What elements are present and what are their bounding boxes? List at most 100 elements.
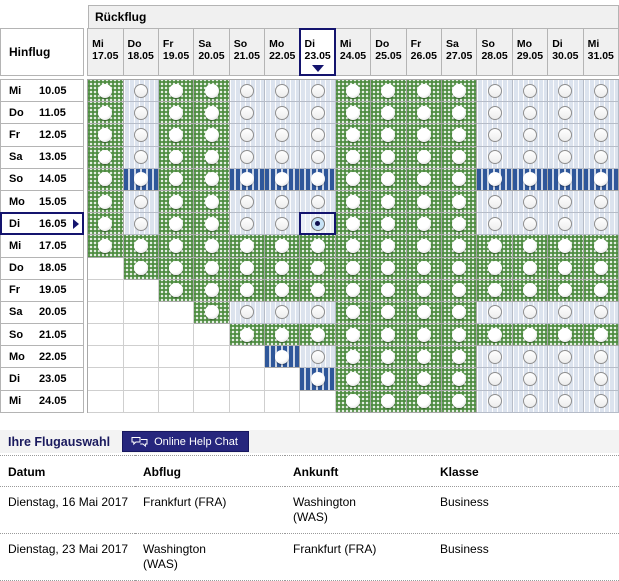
row-header-16.05[interactable]: Di 16.05 [0,212,85,236]
radio-14.05-27.05[interactable] [452,172,467,187]
fare-cell-23.05-28.05[interactable] [477,368,513,391]
radio-23.05-24.05[interactable] [346,372,361,387]
column-header-20.05[interactable]: Sa 20.05 [194,29,230,75]
radio-11.05-31.05[interactable] [593,105,608,120]
radio-19.05-29.05[interactable] [523,283,538,298]
fare-cell-12.05-23.05[interactable] [300,124,336,147]
fare-cell-21.05-27.05[interactable] [442,324,478,347]
radio-18.05-31.05[interactable] [593,261,608,276]
fare-cell-12.05-17.05[interactable] [88,124,124,147]
fare-cell-10.05-19.05[interactable] [158,80,195,103]
fare-cell-16.05-30.05[interactable] [548,213,584,236]
column-header-30.05[interactable]: Di 30.05 [548,29,584,75]
fare-cell-13.05-23.05[interactable] [300,146,336,169]
fare-cell-17.05-29.05[interactable] [512,235,549,258]
fare-cell-23.05-29.05[interactable] [512,368,549,391]
radio-11.05-19.05[interactable] [169,105,184,120]
fare-cell-10.05-24.05[interactable] [335,80,372,103]
radio-15.05-17.05[interactable] [98,194,113,209]
radio-16.05-25.05[interactable] [381,216,396,231]
fare-cell-22.05-30.05[interactable] [548,346,584,369]
fare-cell-22.05-28.05[interactable] [477,346,513,369]
radio-21.05-26.05[interactable] [416,327,431,342]
fare-cell-17.05-18.05[interactable] [123,235,159,258]
fare-cell-24.05-26.05[interactable] [406,390,443,413]
fare-cell-15.05-19.05[interactable] [158,190,195,214]
radio-21.05-29.05[interactable] [523,327,538,342]
fare-cell-18.05-20.05[interactable] [194,257,230,280]
fare-cell-16.05-27.05[interactable] [442,213,478,236]
radio-13.05-24.05[interactable] [346,150,361,165]
radio-11.05-29.05[interactable] [523,105,538,120]
radio-11.05-25.05[interactable] [381,105,396,120]
radio-15.05-29.05[interactable] [523,194,538,209]
radio-20.05-24.05[interactable] [346,305,361,320]
radio-16.05-17.05[interactable] [98,216,113,231]
radio-22.05-23.05[interactable] [310,349,325,364]
radio-14.05-22.05[interactable] [275,172,290,187]
radio-21.05-21.05[interactable] [239,327,254,342]
radio-15.05-24.05[interactable] [346,194,361,209]
fare-cell-16.05-24.05[interactable] [335,213,372,236]
fare-cell-10.05-27.05[interactable] [442,80,478,103]
radio-18.05-24.05[interactable] [346,261,361,276]
column-header-19.05[interactable]: Fr 19.05 [158,29,195,75]
radio-13.05-19.05[interactable] [169,150,184,165]
radio-selected-16.05-23.05[interactable] [310,216,325,231]
column-header-31.05[interactable]: Mi 31.05 [583,29,619,75]
fare-cell-14.05-17.05[interactable] [88,168,124,191]
radio-21.05-22.05[interactable] [275,327,290,342]
radio-19.05-21.05[interactable] [239,283,254,298]
fare-cell-18.05-21.05[interactable] [229,257,266,280]
radio-17.05-25.05[interactable] [381,238,396,253]
radio-10.05-29.05[interactable] [523,83,538,98]
radio-19.05-19.05[interactable] [169,283,184,298]
fare-cell-20.05-26.05[interactable] [406,301,443,325]
radio-13.05-22.05[interactable] [275,150,290,165]
fare-cell-24.05-24.05[interactable] [335,390,372,413]
radio-11.05-17.05[interactable] [98,105,113,120]
fare-cell-16.05-17.05[interactable] [88,213,124,236]
fare-cell-13.05-27.05[interactable] [442,146,478,169]
fare-cell-15.05-28.05[interactable] [477,190,513,214]
row-header-11.05[interactable]: Do 11.05 [1,102,84,125]
radio-11.05-27.05[interactable] [452,105,467,120]
fare-cell-19.05-23.05[interactable] [300,279,336,302]
radio-14.05-21.05[interactable] [239,172,254,187]
fare-cell-22.05-31.05[interactable] [583,346,619,369]
fare-cell-14.05-26.05[interactable] [406,168,443,191]
radio-13.05-28.05[interactable] [487,150,502,165]
radio-16.05-26.05[interactable] [416,216,431,231]
radio-14.05-29.05[interactable] [523,172,538,187]
fare-cell-19.05-19.05[interactable] [158,279,195,302]
fare-cell-12.05-20.05[interactable] [194,124,230,147]
radio-22.05-30.05[interactable] [558,349,573,364]
fare-cell-21.05-29.05[interactable] [512,324,549,347]
fare-cell-12.05-22.05[interactable] [265,124,301,147]
fare-cell-12.05-25.05[interactable] [371,124,407,147]
radio-20.05-31.05[interactable] [593,305,608,320]
radio-16.05-21.05[interactable] [239,216,254,231]
fare-cell-19.05-29.05[interactable] [512,279,549,302]
fare-cell-20.05-29.05[interactable] [512,301,549,325]
radio-17.05-31.05[interactable] [593,238,608,253]
radio-10.05-25.05[interactable] [381,83,396,98]
column-header-27.05[interactable]: Sa 27.05 [442,29,478,75]
fare-cell-17.05-28.05[interactable] [477,235,513,258]
radio-13.05-18.05[interactable] [133,150,148,165]
radio-14.05-23.05[interactable] [310,172,325,187]
fare-cell-14.05-19.05[interactable] [158,168,195,191]
radio-17.05-22.05[interactable] [275,238,290,253]
radio-16.05-29.05[interactable] [523,216,538,231]
radio-21.05-25.05[interactable] [381,327,396,342]
radio-15.05-30.05[interactable] [558,194,573,209]
radio-23.05-23.05[interactable] [310,372,325,387]
fare-cell-23.05-25.05[interactable] [371,368,407,391]
radio-23.05-27.05[interactable] [452,372,467,387]
radio-17.05-18.05[interactable] [133,238,148,253]
radio-15.05-27.05[interactable] [452,194,467,209]
fare-cell-16.05-21.05[interactable] [229,213,266,236]
fare-cell-15.05-25.05[interactable] [371,190,407,214]
fare-cell-11.05-30.05[interactable] [548,102,584,125]
radio-21.05-27.05[interactable] [452,327,467,342]
